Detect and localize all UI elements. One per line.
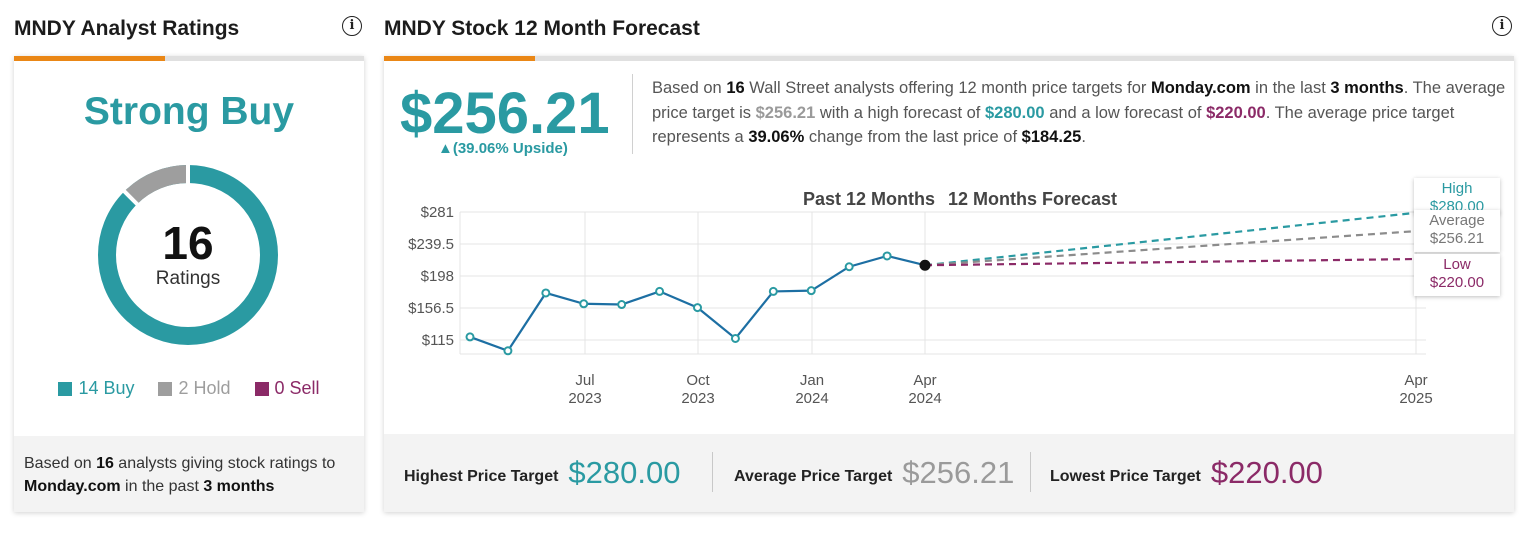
y-tick-label: $239.5 xyxy=(408,236,454,253)
current-price-point xyxy=(919,259,931,271)
desc-period: 3 months xyxy=(1330,79,1404,97)
upside-percent: ▲(39.06% Upside) xyxy=(438,140,568,157)
y-tick-label: $156.5 xyxy=(408,300,454,317)
lowest-target-value: $220.00 xyxy=(1210,455,1323,490)
header-divider xyxy=(632,74,633,154)
donut-center: 16 Ratings xyxy=(97,164,279,346)
history-point xyxy=(730,333,740,343)
x-tick-month: Apr xyxy=(1404,372,1427,389)
desc-high: $280.00 xyxy=(984,103,1045,122)
lowest-target-label: Lowest Price Target xyxy=(1050,468,1201,485)
forecast-low-line xyxy=(924,257,1417,267)
history-point xyxy=(465,332,475,342)
history-point xyxy=(617,300,627,310)
analyst-ratings-card: Strong Buy 16 Ratings 14 Buy 2 Hold 0 Se… xyxy=(14,56,364,512)
forecast-lines xyxy=(924,211,1417,267)
history-point xyxy=(844,262,854,272)
header-12-months-forecast: 12 Months Forecast xyxy=(948,189,1117,209)
desc-last-price: $184.25 xyxy=(1021,128,1082,146)
ratings-footer: Based on 16 analysts giving stock rating… xyxy=(14,436,364,512)
average-target-value: $256.21 xyxy=(902,455,1015,490)
y-tick-label: $198 xyxy=(421,268,454,285)
average-target-tag: Average $256.21 xyxy=(1414,210,1500,252)
forecast-title: MNDY Stock 12 Month Forecast xyxy=(384,17,700,40)
footer-text: analysts giving stock ratings to xyxy=(113,455,336,472)
ratings-label: Ratings xyxy=(155,268,221,289)
desc-average: $256.21 xyxy=(755,103,816,122)
y-tick-label: $115 xyxy=(422,332,454,349)
forecast-info-icon[interactable]: i xyxy=(1492,16,1512,36)
low-tag-value: $220.00 xyxy=(1429,274,1485,291)
price-history-points xyxy=(465,251,931,356)
history-point xyxy=(882,251,892,261)
forecast-average-line xyxy=(924,230,1417,267)
highest-target-label: Highest Price Target xyxy=(404,468,559,485)
header-past-12-months: Past 12 Months xyxy=(803,189,935,209)
x-tick-year: 2023 xyxy=(568,390,601,407)
footer-text: Based on xyxy=(24,455,97,472)
desc-company: Monday.com xyxy=(1150,79,1251,97)
lowest-target-block: Lowest Price Target $220.00 xyxy=(1050,434,1323,512)
forecast-card: $256.21 ▲(39.06% Upside) Based on 16 Wal… xyxy=(384,56,1514,512)
history-point xyxy=(541,288,551,298)
summary-divider xyxy=(712,452,713,492)
x-tick-month: Apr xyxy=(913,372,936,389)
donut-gap xyxy=(121,188,140,207)
x-tick-month: Jan xyxy=(800,372,824,389)
consensus-rating: Strong Buy xyxy=(83,90,295,133)
highest-target-block: Highest Price Target $280.00 xyxy=(404,434,680,512)
legend-buy-label: 14 Buy xyxy=(78,378,135,398)
forecast-description: Based on 16 Wall Street analysts offerin… xyxy=(652,79,1506,146)
history-point xyxy=(806,286,816,296)
history-point xyxy=(655,286,665,296)
footer-analyst-count: 16 xyxy=(96,455,114,472)
x-tick-month: Jul xyxy=(575,372,594,389)
average-price-target: $256.21 xyxy=(400,81,610,146)
legend-sell-label: 0 Sell xyxy=(274,378,320,398)
total-ratings-count: 16 xyxy=(162,217,214,269)
forecast-card-topbar xyxy=(384,56,1514,61)
analyst-ratings-title: MNDY Analyst Ratings xyxy=(14,17,240,40)
low-target-tag: Low $220.00 xyxy=(1414,254,1500,296)
x-tick-year: 2025 xyxy=(1399,390,1432,407)
footer-company: Monday.com xyxy=(24,478,121,495)
history-point xyxy=(503,346,513,356)
average-target-block: Average Price Target $256.21 xyxy=(734,434,1014,512)
ratings-legend: 14 Buy 2 Hold 0 Sell xyxy=(14,378,364,399)
legend-buy: 14 Buy xyxy=(58,378,134,399)
history-point xyxy=(768,286,778,296)
price-target-summary: Highest Price Target $280.00 Average Pri… xyxy=(384,434,1514,512)
x-tick-month: Oct xyxy=(686,372,710,389)
desc-analyst-count: 16 xyxy=(726,79,745,97)
chart-grid xyxy=(459,211,1426,355)
price-forecast-chart: $281$239.5$198$156.5$115 Jul2023Oct2023J… xyxy=(408,189,1433,407)
y-axis-labels: $281 $239.5 $198 $156.5 $115 xyxy=(408,204,454,349)
footer-text: in the past xyxy=(120,478,204,495)
average-tag-value: $256.21 xyxy=(1429,230,1485,247)
ratings-card-topbar xyxy=(14,56,364,61)
legend-hold: 2 Hold xyxy=(158,378,231,399)
x-tick-year: 2024 xyxy=(795,390,828,407)
footer-period: 3 months xyxy=(203,478,275,495)
y-tick-label: $281 xyxy=(421,204,454,221)
history-point xyxy=(579,299,589,309)
history-point xyxy=(693,303,702,313)
average-target-label: Average Price Target xyxy=(734,468,893,485)
high-target-tag: High $280.00 xyxy=(1414,178,1500,214)
legend-sell: 0 Sell xyxy=(254,378,320,399)
desc-low: $220.00 xyxy=(1206,103,1266,122)
average-tag-label: Average xyxy=(1429,212,1485,229)
summary-divider xyxy=(1030,452,1031,492)
forecast-high-line xyxy=(924,211,1417,267)
high-tag-label: High xyxy=(1441,180,1473,197)
x-tick-year: 2023 xyxy=(681,390,714,407)
low-tag-label: Low xyxy=(1443,256,1471,273)
ratings-info-icon[interactable]: i xyxy=(342,16,362,36)
ratings-donut-chart xyxy=(98,164,278,345)
x-tick-year: 2024 xyxy=(908,390,941,407)
desc-change: 39.06% xyxy=(748,128,805,146)
highest-target-value: $280.00 xyxy=(568,455,681,490)
legend-hold-label: 2 Hold xyxy=(178,378,231,398)
